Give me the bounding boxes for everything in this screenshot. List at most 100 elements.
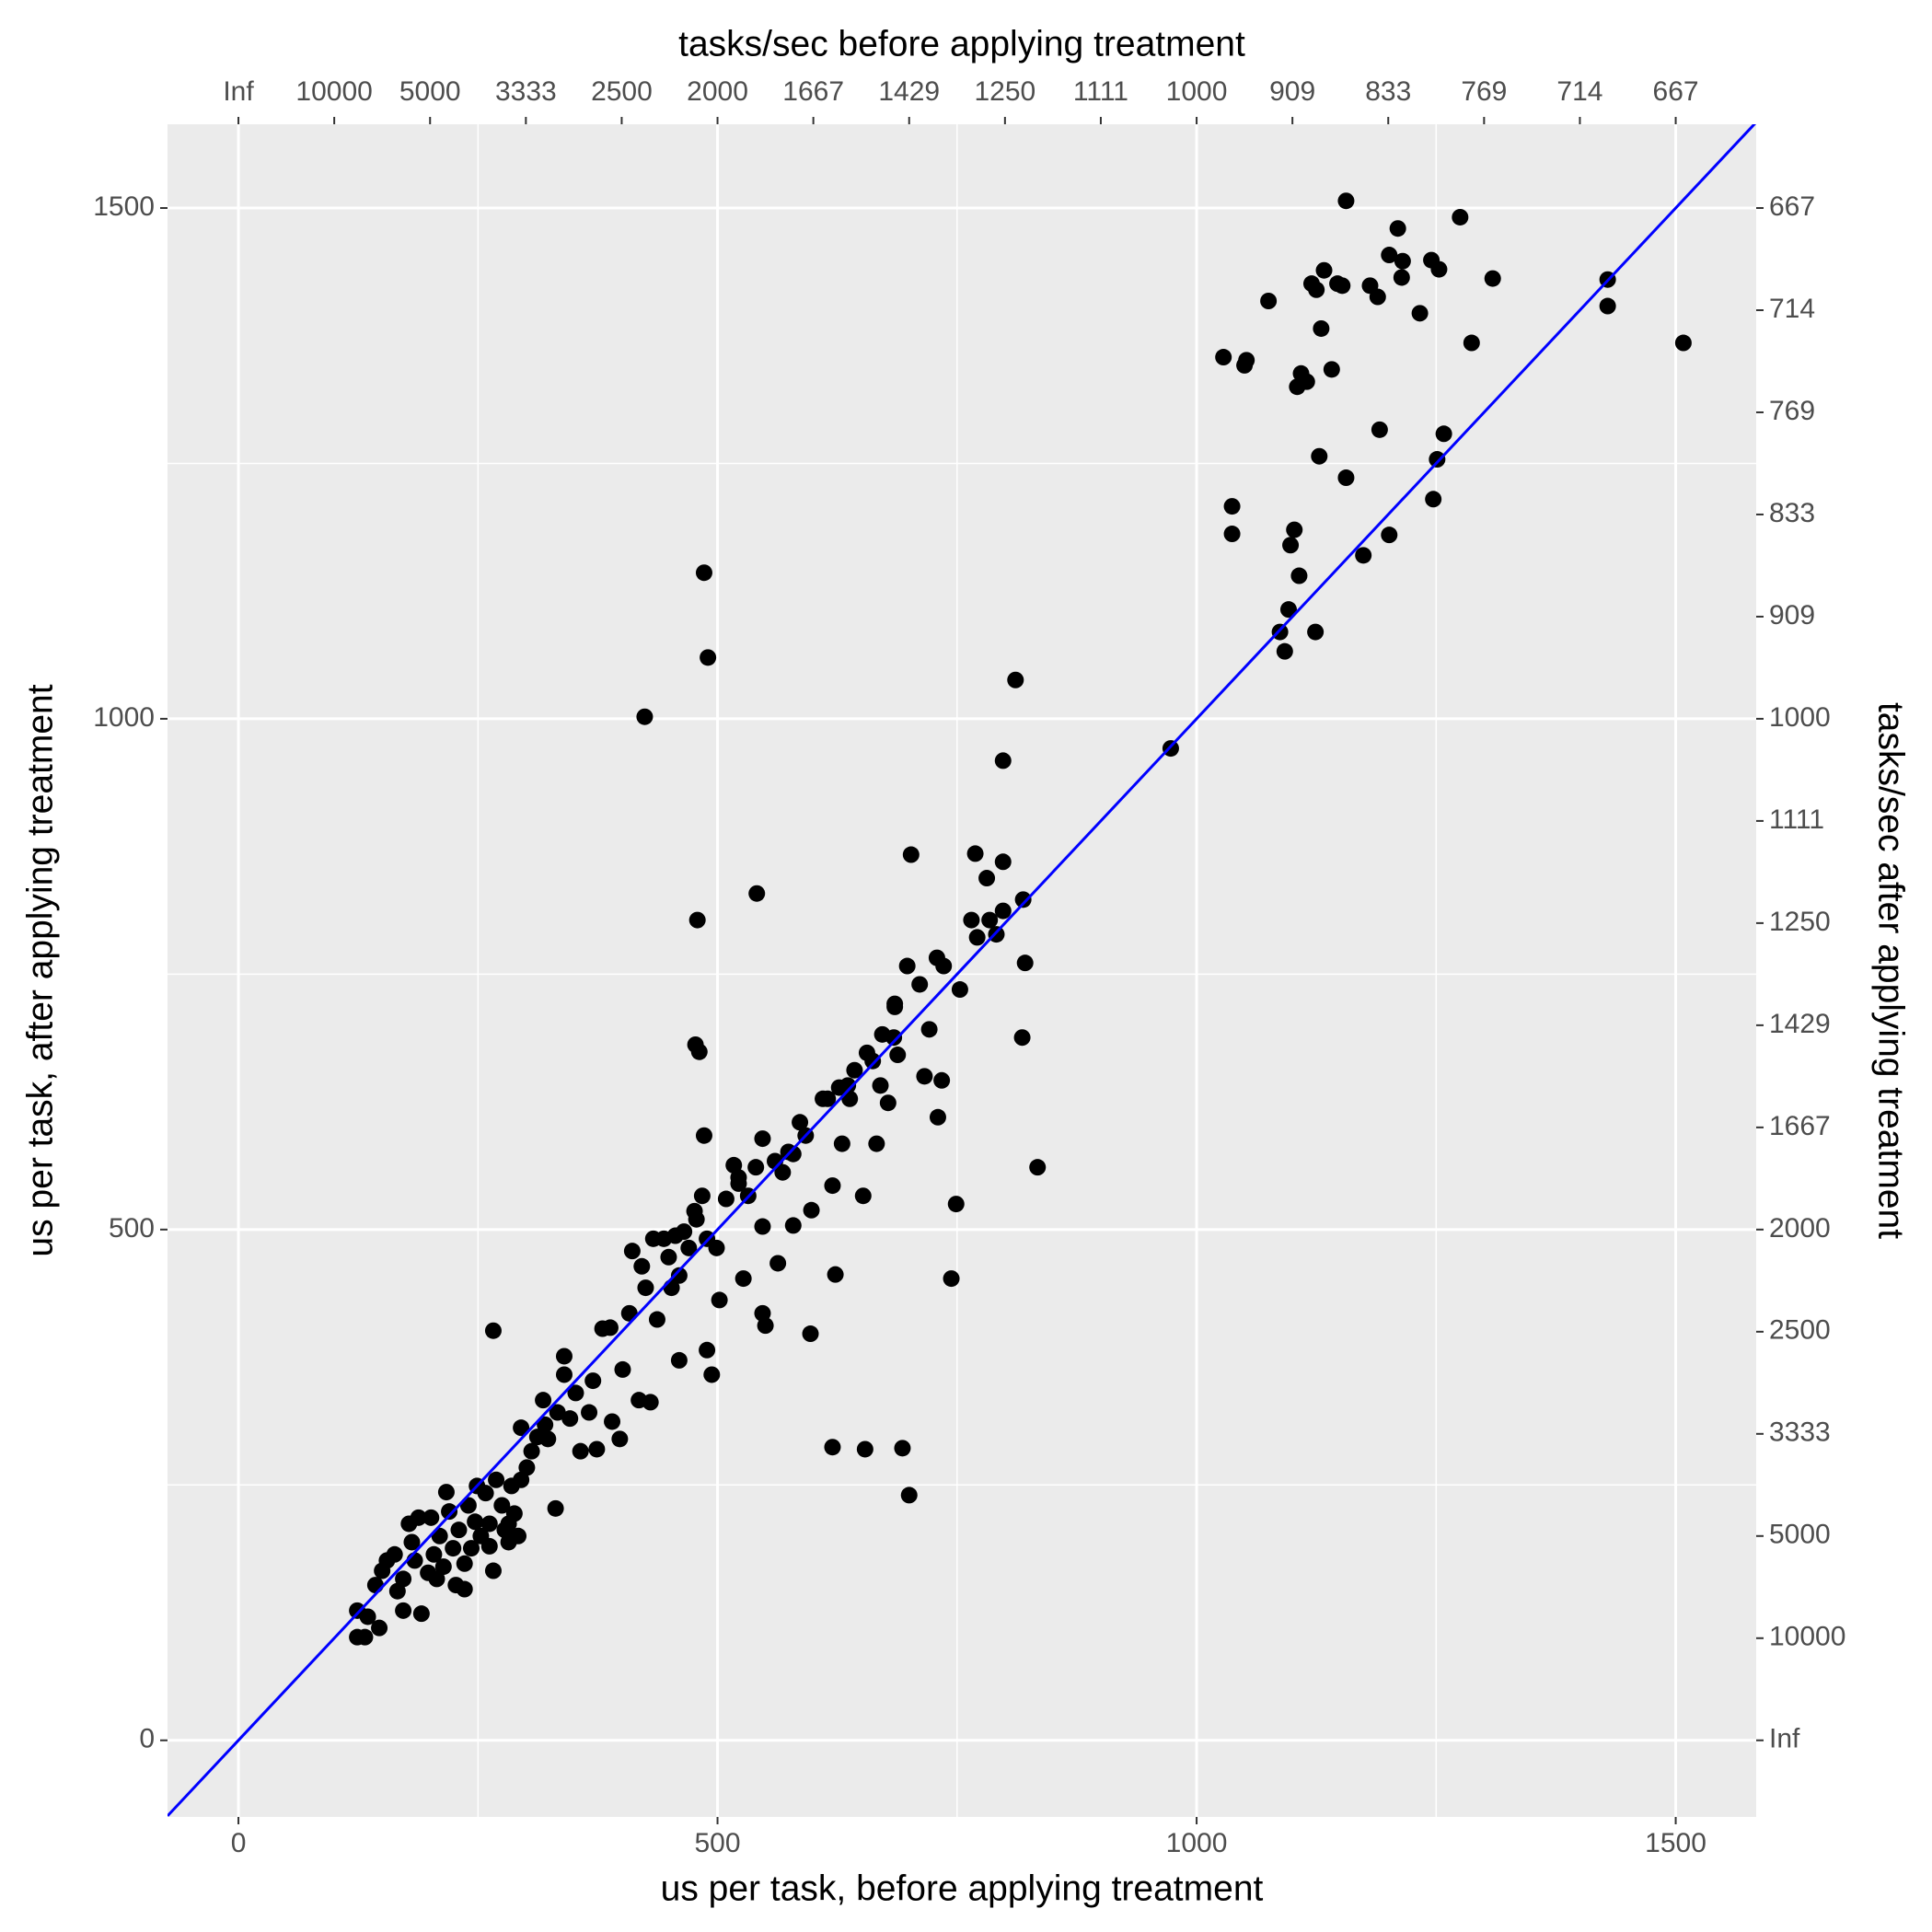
point (636, 708, 654, 725)
x2-tick-label: 833 (1365, 76, 1411, 107)
point (943, 1270, 960, 1288)
point (513, 1419, 530, 1437)
point (1307, 623, 1325, 641)
point (1337, 192, 1355, 210)
point (963, 911, 980, 929)
point (1381, 247, 1398, 264)
point (555, 1366, 573, 1383)
point (824, 1439, 841, 1456)
point (604, 1413, 621, 1430)
x2-tick-label: 1000 (1166, 76, 1228, 107)
point (1323, 361, 1340, 378)
point (500, 1515, 517, 1533)
point (1007, 671, 1024, 688)
x2-tick-label: Inf (223, 76, 254, 107)
point (1282, 537, 1300, 554)
point (688, 911, 706, 929)
point (784, 1217, 802, 1234)
point (670, 1351, 688, 1369)
point (1334, 277, 1351, 295)
point (434, 1558, 452, 1576)
point (894, 1440, 911, 1457)
point (637, 1279, 654, 1297)
point (688, 1210, 705, 1228)
point (539, 1430, 557, 1448)
point (356, 1628, 374, 1646)
point (916, 1068, 933, 1085)
point (1308, 281, 1325, 298)
point (437, 1484, 455, 1501)
point (902, 846, 920, 863)
point (1337, 469, 1355, 487)
point (792, 1114, 809, 1131)
point (1452, 208, 1469, 226)
point (518, 1459, 536, 1476)
point (879, 1094, 897, 1112)
point (933, 1071, 951, 1089)
point (493, 1497, 511, 1514)
point (581, 1404, 598, 1421)
point (929, 1108, 946, 1126)
point (547, 1499, 564, 1517)
x2-tick-label: 1111 (1073, 76, 1128, 107)
point (824, 1177, 841, 1195)
point (633, 1257, 651, 1275)
y2-tick-label: Inf (1769, 1724, 1800, 1754)
point (1599, 297, 1616, 315)
point (588, 1440, 606, 1458)
point (1290, 567, 1308, 584)
y2-tick-label: 10000 (1769, 1622, 1845, 1652)
point (1394, 252, 1411, 270)
y-tick-label: 1500 (93, 191, 155, 222)
x2-tick-label: 714 (1556, 76, 1602, 107)
point (572, 1442, 589, 1460)
y-tick-label: 500 (109, 1213, 155, 1244)
point (833, 1135, 850, 1152)
point (642, 1394, 659, 1411)
point (981, 911, 999, 929)
y2-tick-label: 3333 (1769, 1417, 1831, 1448)
point (695, 1127, 712, 1144)
point (1013, 1029, 1031, 1047)
point (703, 1366, 721, 1383)
point (676, 1223, 693, 1241)
point (1355, 547, 1372, 564)
point (1674, 334, 1692, 352)
point (1223, 498, 1241, 515)
point (854, 1187, 872, 1205)
point (660, 1248, 677, 1266)
point (898, 957, 916, 975)
y2-tick-label: 2000 (1769, 1213, 1831, 1244)
point (802, 1325, 819, 1343)
y2-tick-label: 1429 (1769, 1009, 1831, 1039)
point (395, 1602, 412, 1619)
point (1236, 356, 1254, 374)
point (535, 1392, 552, 1409)
point (911, 976, 929, 993)
point (1313, 319, 1330, 337)
y-tick-label: 1000 (93, 702, 155, 733)
point (747, 1159, 765, 1176)
x2-tick-label: 3333 (495, 76, 557, 107)
point (450, 1521, 468, 1539)
x2-tick-label: 10000 (295, 76, 372, 107)
point (803, 1201, 820, 1219)
point (386, 1545, 403, 1563)
x2-axis-title: tasks/sec before applying treatment (678, 24, 1245, 64)
y2-axis-title: tasks/sec after applying treatment (1871, 702, 1911, 1239)
point (1381, 526, 1398, 544)
point (978, 870, 996, 887)
point (467, 1513, 484, 1531)
point (1223, 526, 1241, 543)
point (1315, 261, 1333, 279)
point (480, 1537, 498, 1555)
point (690, 1043, 708, 1060)
point (445, 1540, 462, 1557)
point (951, 981, 968, 999)
point (395, 1570, 412, 1588)
point (555, 1348, 573, 1365)
y-axis-title: us per task, after applying treatment (20, 684, 60, 1256)
point (1311, 447, 1328, 465)
point (994, 752, 1012, 769)
point (422, 1509, 440, 1526)
